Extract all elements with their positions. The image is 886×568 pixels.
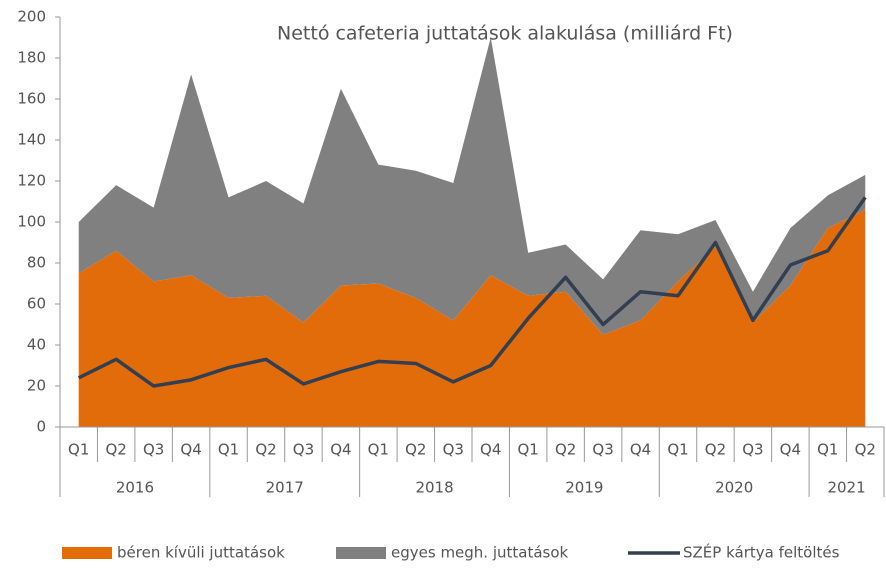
area [78, 209, 866, 427]
area [78, 37, 866, 335]
x-tick-label: Q4 [180, 441, 201, 459]
x-tick-label: Q2 [555, 441, 576, 459]
legend-label: béren kívüli juttatások [117, 544, 285, 562]
y-tick-label: 40 [27, 336, 46, 354]
x-tick-label: Q1 [518, 441, 539, 459]
group-label: 2017 [266, 479, 304, 497]
x-tick-label: Q1 [68, 441, 89, 459]
y-tick-label: 0 [36, 418, 46, 436]
x-tick-label: Q1 [667, 441, 688, 459]
group-label: 2016 [116, 479, 154, 497]
x-tick-label: Q3 [443, 441, 464, 459]
x-tick-label: Q3 [143, 441, 164, 459]
x-tick-label: Q2 [855, 441, 876, 459]
y-tick-label: 200 [17, 8, 46, 26]
y-tick-label: 140 [17, 131, 46, 149]
x-tick-label: Q3 [293, 441, 314, 459]
x-tick-label: Q1 [218, 441, 239, 459]
y-tick-label: 180 [17, 49, 46, 67]
x-tick-label: Q2 [405, 441, 426, 459]
x-tick-label: Q2 [255, 441, 276, 459]
x-tick-label: Q1 [368, 441, 389, 459]
group-label: 2018 [415, 479, 453, 497]
legend-swatch [62, 547, 112, 559]
y-tick-label: 60 [27, 295, 46, 313]
y-tick-label: 120 [17, 172, 46, 190]
x-tick-label: Q2 [106, 441, 127, 459]
x-tick-label: Q1 [817, 441, 838, 459]
group-label: 2021 [827, 479, 865, 497]
y-tick-label: 80 [27, 254, 46, 272]
x-tick-label: Q4 [330, 441, 351, 459]
line [77, 196, 867, 388]
group-label: 2019 [565, 479, 603, 497]
legend-label: egyes megh. juttatások [391, 544, 569, 562]
y-tick-label: 160 [17, 90, 46, 108]
legend-label: SZÉP kártya feltöltés [683, 543, 840, 562]
x-tick-label: Q3 [742, 441, 763, 459]
chart-title: Nettó cafeteria juttatások alakulása (mi… [277, 23, 733, 45]
group-label: 2020 [715, 479, 753, 497]
x-tick-label: Q4 [780, 441, 801, 459]
x-tick-label: Q4 [480, 441, 501, 459]
y-tick-label: 20 [27, 377, 46, 395]
y-tick-label: 100 [17, 213, 46, 231]
x-tick-label: Q3 [592, 441, 613, 459]
legend-swatch [336, 547, 386, 559]
x-tick-label: Q2 [705, 441, 726, 459]
x-tick-label: Q4 [630, 441, 651, 459]
